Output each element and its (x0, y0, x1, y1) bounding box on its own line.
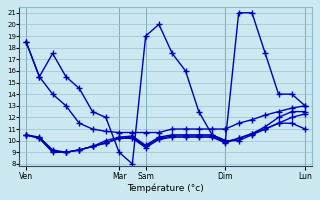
X-axis label: Température (°c): Température (°c) (127, 184, 204, 193)
